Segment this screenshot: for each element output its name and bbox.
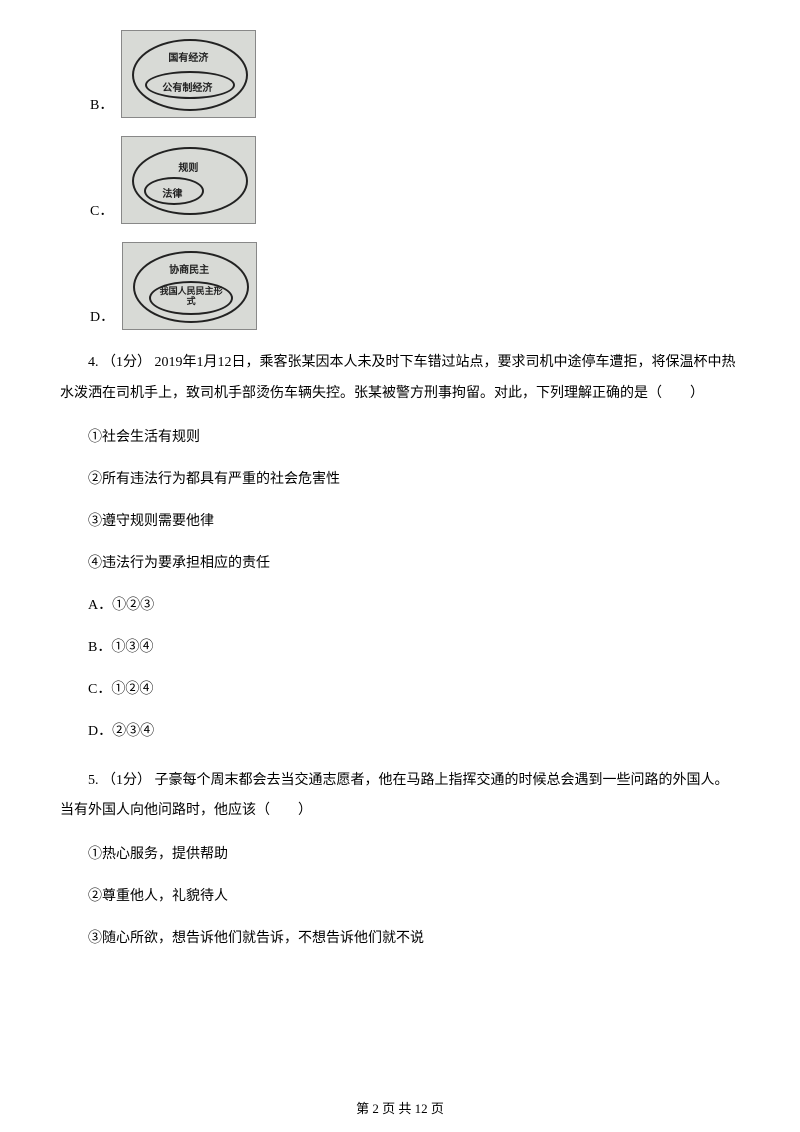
question-4-answer-C: C．①②④ — [60, 676, 740, 704]
question-4-s3: ③遵守规则需要他律 — [60, 508, 740, 536]
question-4-text: 4. （1分） 2019年1月12日，乘客张某因本人未及时下车错过站点，要求司机… — [60, 348, 740, 410]
question-5-s3: ③随心所欲，想告诉他们就告诉，不想告诉他们就不说 — [60, 925, 740, 953]
option-B-inner-text: 公有制经济 — [162, 79, 212, 94]
question-4-points: （1分） — [102, 355, 151, 370]
option-B-row: B． 国有经济 公有制经济 — [60, 30, 740, 118]
option-D-row: D． 协商民主 我国人民民主形式 — [60, 242, 740, 330]
question-4-body: 2019年1月12日，乘客张某因本人未及时下车错过站点，要求司机中途停车遭拒，将… — [60, 355, 736, 401]
option-C-diagram: 规则 法律 — [121, 136, 256, 224]
question-5: 5. （1分） 子豪每个周末都会去当交通志愿者，他在马路上指挥交通的时候总会遇到… — [60, 766, 740, 954]
question-4-s1: ①社会生活有规则 — [60, 424, 740, 452]
option-D-label: D． — [90, 306, 114, 326]
question-4-answer-B: B．①③④ — [60, 634, 740, 662]
question-5-points: （1分） — [102, 773, 151, 788]
option-C-inner-text: 法律 — [162, 185, 182, 200]
question-5-text: 5. （1分） 子豪每个周末都会去当交通志愿者，他在马路上指挥交通的时候总会遇到… — [60, 766, 740, 828]
option-B-diagram: 国有经济 公有制经济 — [121, 30, 256, 118]
option-B-label: B． — [90, 94, 113, 114]
question-5-number: 5. — [88, 773, 99, 788]
question-4-number: 4. — [88, 355, 99, 370]
option-D-inner-text: 我国人民民主形式 — [159, 287, 223, 307]
question-4-answer-D: D．②③④ — [60, 718, 740, 746]
option-C-label: C． — [90, 200, 113, 220]
option-D-diagram: 协商民主 我国人民民主形式 — [122, 242, 257, 330]
page-footer: 第 2 页 共 12 页 — [0, 1098, 800, 1117]
question-5-s2: ②尊重他人，礼貌待人 — [60, 883, 740, 911]
option-B-outer-text: 国有经济 — [168, 49, 208, 64]
option-D-outer-text: 协商民主 — [169, 261, 209, 276]
option-C-row: C． 规则 法律 — [60, 136, 740, 224]
question-5-s1: ①热心服务，提供帮助 — [60, 841, 740, 869]
option-C-outer-text: 规则 — [178, 159, 198, 174]
question-4-answer-A: A．①②③ — [60, 592, 740, 620]
question-4: 4. （1分） 2019年1月12日，乘客张某因本人未及时下车错过站点，要求司机… — [60, 348, 740, 746]
question-5-body: 子豪每个周末都会去当交通志愿者，他在马路上指挥交通的时候总会遇到一些问路的外国人… — [60, 773, 729, 819]
question-4-s4: ④违法行为要承担相应的责任 — [60, 550, 740, 578]
question-4-s2: ②所有违法行为都具有严重的社会危害性 — [60, 466, 740, 494]
